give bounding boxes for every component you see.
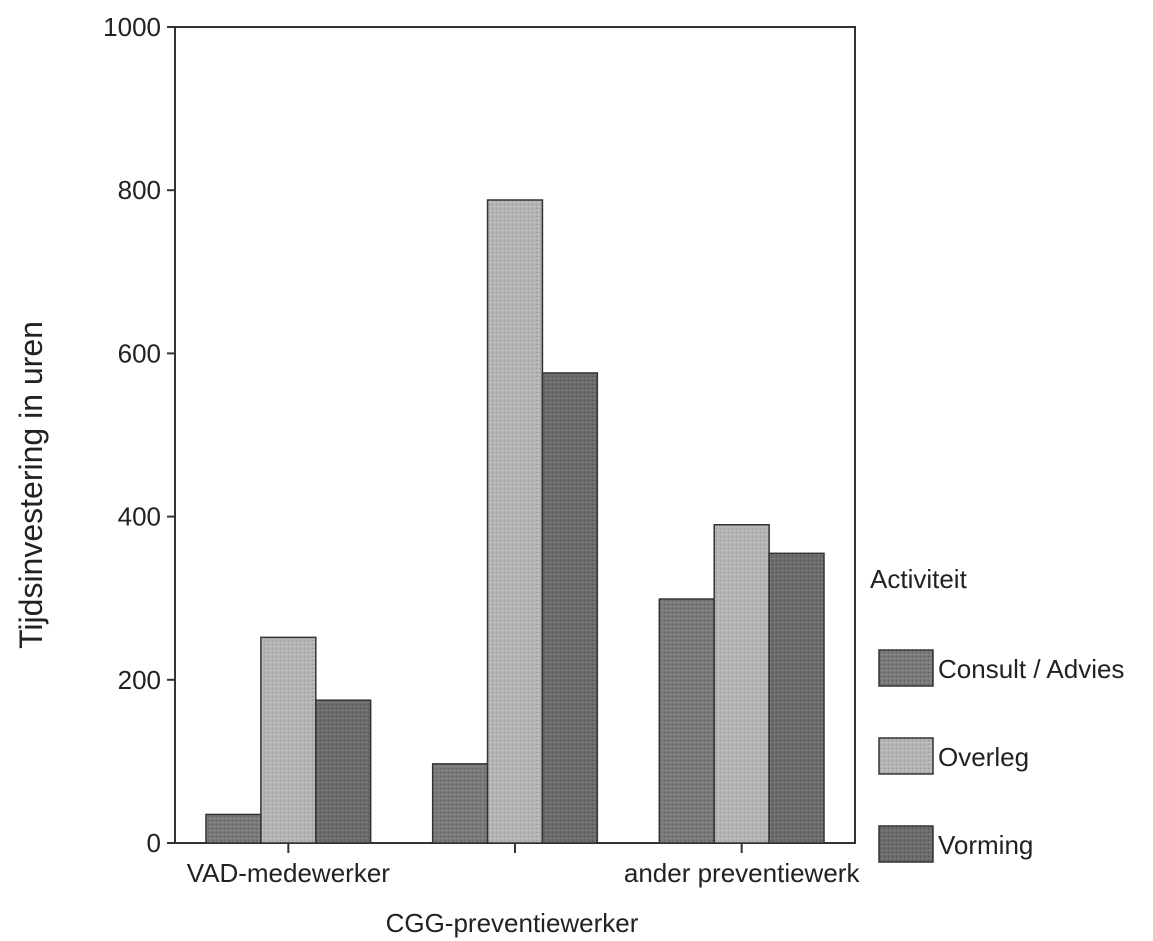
y-tick-label: 1000: [103, 12, 161, 42]
bar-overleg-1: [486, 199, 544, 844]
y-axis-ticks: 0 200 400 600 800 1000: [103, 12, 175, 858]
x-tick-label: VAD-medewerker: [187, 858, 391, 888]
legend-title: Activiteit: [870, 564, 968, 594]
legend-swatch: [878, 649, 934, 687]
bar-consult-advies-0: [205, 813, 262, 844]
y-tick-label: 400: [118, 502, 161, 532]
legend-label: Overleg: [938, 742, 1029, 772]
legend-label: Vorming: [938, 830, 1033, 860]
bars-group: [205, 199, 825, 844]
y-tick-label: 200: [118, 665, 161, 695]
bar-vorming-2: [768, 552, 825, 844]
bar-vorming-0: [315, 699, 372, 844]
bar-vorming-1: [541, 372, 599, 844]
legend-label: Consult / Advies: [938, 654, 1124, 684]
legend-swatch: [878, 825, 934, 863]
x-axis-title: CGG-preventiewerker: [386, 908, 639, 938]
bar-overleg-2: [713, 524, 770, 844]
bar-consult-advies-2: [658, 598, 715, 844]
y-tick-label: 0: [147, 828, 161, 858]
x-tick-label: ander preventiewerk: [624, 858, 861, 888]
legend-items: Consult / Advies Overleg Vorming: [878, 649, 1124, 863]
y-tick-label: 600: [118, 338, 161, 368]
bar-overleg-0: [260, 636, 317, 844]
y-axis-title: Tijdsinvestering in uren: [13, 321, 49, 649]
legend-swatch: [878, 737, 934, 775]
y-tick-label: 800: [118, 175, 161, 205]
legend: Activiteit Consult / Advies Overleg Vormin…: [870, 564, 1124, 863]
bar-consult-advies-1: [431, 763, 489, 844]
x-axis-ticks: VAD-medewerker ander preventiewerk: [187, 843, 861, 888]
